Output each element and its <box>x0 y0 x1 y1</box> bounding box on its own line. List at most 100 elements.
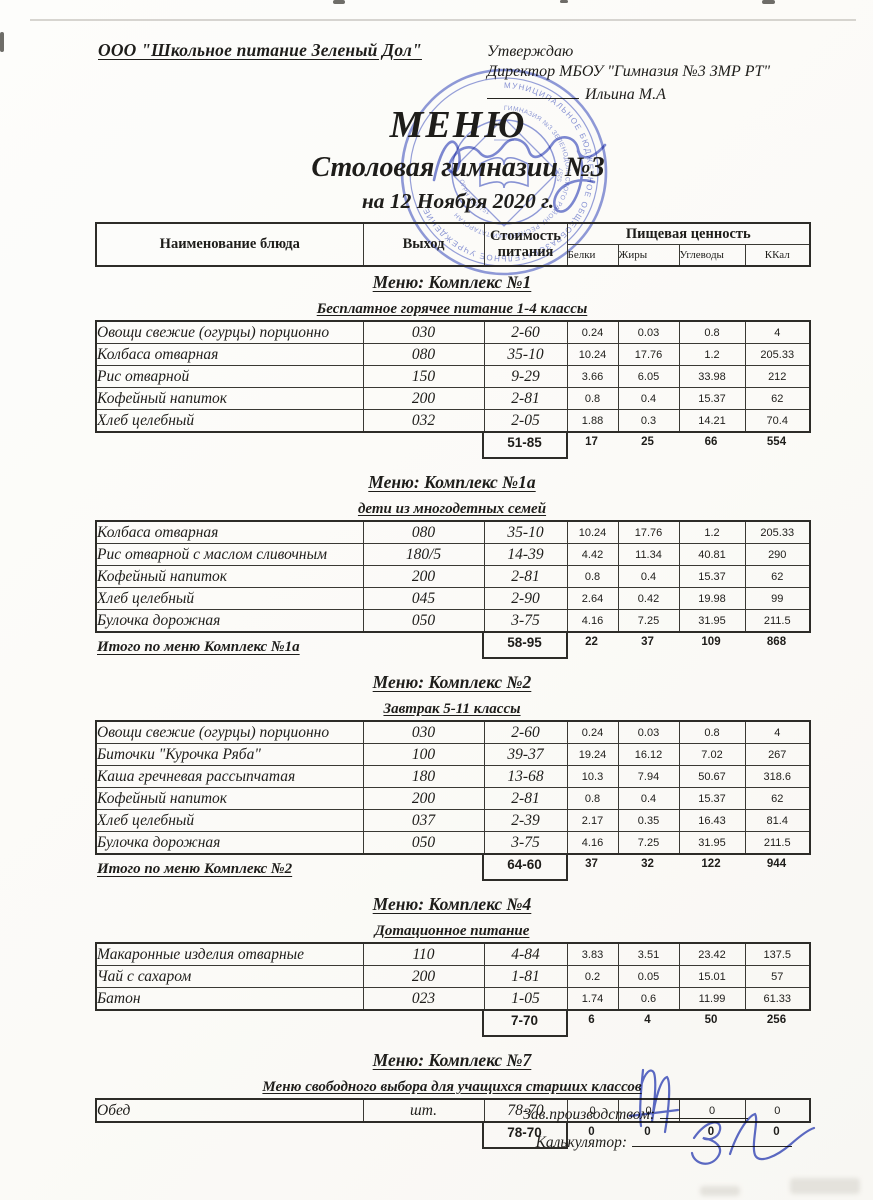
total-protein: 6 <box>588 1014 595 1026</box>
dish-name: Хлеб целебный <box>95 587 364 610</box>
carb-value: 40.81 <box>678 543 746 566</box>
section-total-row: 78-70 0 0 0 0 <box>95 1123 809 1150</box>
dish-name: Обед <box>95 1098 364 1123</box>
protein-value: 1.88 <box>566 409 619 433</box>
kcal-value: 205.33 <box>744 343 811 366</box>
dish-name: Хлеб целебный <box>95 409 364 433</box>
scan-edge-line <box>30 19 856 21</box>
section-subtitle: Дотационное питание <box>374 923 530 939</box>
dish-name: Колбаса отварная <box>95 343 364 366</box>
kcal-value: 62 <box>744 565 811 588</box>
cost-value: 9-29 <box>483 365 568 388</box>
total-fat: 0 <box>644 1126 651 1138</box>
total-carb: 50 <box>704 1014 718 1026</box>
total-carb: 109 <box>701 636 721 648</box>
fat-value: 0.4 <box>617 787 680 810</box>
total-cost-value: 78-70 <box>481 1123 568 1149</box>
menu-table: Колбаса отварная 080 35-10 10.24 17.76 1.2 205… <box>95 520 811 633</box>
carb-value: 31.95 <box>678 609 746 633</box>
company-name: ООО "Школьное питание Зеленый Дол" <box>98 40 422 60</box>
cost-header-line2: питания <box>497 243 554 260</box>
header-row-sub: Белки Жиры Углеводы ККал <box>96 244 811 267</box>
menu-table-row: Рис отварной 150 9-29 3.66 6.05 33.98 212 <box>95 365 811 388</box>
protein-value: 2.64 <box>566 587 619 610</box>
col-out-header: Выход <box>362 222 485 267</box>
fat-value: 0.35 <box>617 809 680 832</box>
fat-value: 0.3 <box>617 409 680 433</box>
menu-section-complex-1a: Меню: Комплекс №1а дети из многодетных с… <box>95 472 811 660</box>
protein-value: 2.17 <box>566 809 619 832</box>
portion-value: 200 <box>362 965 485 988</box>
total-carb: 66 <box>704 436 718 448</box>
cost-value: 13-68 <box>483 765 568 788</box>
cost-value: 39-37 <box>483 743 568 766</box>
scan-blot <box>762 0 775 4</box>
carb-value: 50.67 <box>678 765 746 788</box>
page-title: МЕНЮ <box>389 104 527 146</box>
carb-value: 23.42 <box>678 942 746 966</box>
total-protein: 0 <box>588 1126 595 1138</box>
menu-table-row: Хлеб целебный 032 2-05 1.88 0.3 14.21 70.4 <box>95 409 811 433</box>
kcal-value: 211.5 <box>744 609 811 633</box>
fat-value: 6.05 <box>617 365 680 388</box>
col-dish-header: Наименование блюда <box>95 222 364 267</box>
section-title: Меню: Комплекс №1а <box>368 472 536 492</box>
kcal-value: 62 <box>744 787 811 810</box>
dish-name: Каша гречневая рассыпчатая <box>95 765 364 788</box>
dish-name: Чай с сахаром <box>95 965 364 988</box>
fat-value: 0.42 <box>617 587 680 610</box>
dish-name: Макаронные изделия отварные <box>95 942 364 966</box>
total-kcal: 256 <box>766 1014 787 1026</box>
total-kcal: 0 <box>773 1126 780 1138</box>
protein-value: 19.24 <box>566 743 619 766</box>
total-cost-value: 51-85 <box>481 433 568 459</box>
total-fat: 37 <box>641 636 654 648</box>
director-line: Директор МБОУ "Гимназия №3 ЗМР РТ" <box>487 63 771 80</box>
cost-value: 2-60 <box>483 720 568 744</box>
portion-value: 050 <box>362 831 485 855</box>
protein-value: 10.24 <box>566 520 619 544</box>
section-total-label: Итого по меню Комплекс №1а <box>97 639 300 655</box>
total-protein: 37 <box>585 858 598 870</box>
menu-table-row: Макаронные изделия отварные 110 4-84 3.83 3.… <box>95 942 811 966</box>
portion-value: 200 <box>362 387 485 410</box>
menu-table-row: Каша гречневая рассыпчатая 180 13-68 10.3 7.… <box>95 765 811 788</box>
portion-value: 200 <box>362 787 485 810</box>
dish-name: Овощи свежие (огурцы) порционно <box>95 720 364 744</box>
total-cost-value: 7-70 <box>481 1011 568 1037</box>
dish-name: Кофейный напиток <box>95 387 364 410</box>
stamp-code-text: 5257 <box>556 167 565 182</box>
calculator-signature-line <box>632 1134 792 1147</box>
menu-content: Наименование блюда Выход Стоимость питан… <box>95 222 812 1150</box>
total-fat: 32 <box>641 858 654 870</box>
carb-value: 1.2 <box>678 520 746 544</box>
protein-value: 0.8 <box>566 787 619 810</box>
kcal-value: 70.4 <box>744 409 811 433</box>
portion-value: 032 <box>362 409 485 433</box>
menu-header-table: Наименование блюда Выход Стоимость питан… <box>95 222 812 267</box>
carb-value: 31.95 <box>678 831 746 855</box>
col-kcal-header: ККал <box>744 244 811 267</box>
header-row-top: Наименование блюда Выход Стоимость питан… <box>95 222 811 267</box>
cost-value: 2-81 <box>483 565 568 588</box>
dish-name: Булочка дорожная <box>95 609 364 633</box>
fat-value: 17.76 <box>617 520 680 544</box>
calculator-signature-row: Калькулятор: <box>470 1134 792 1152</box>
total-protein: 22 <box>585 636 598 648</box>
portion-value: 080 <box>362 520 485 544</box>
calculator-signature <box>690 1112 816 1165</box>
cost-value: 3-75 <box>483 831 568 855</box>
portion-value: 030 <box>362 720 485 744</box>
signature-line <box>487 85 579 99</box>
fat-value: 0.03 <box>617 320 680 344</box>
protein-value: 0 <box>566 1098 619 1123</box>
fat-value: 7.94 <box>617 765 680 788</box>
protein-value: 3.66 <box>566 365 619 388</box>
dish-name: Хлеб целебный <box>95 809 364 832</box>
manager-signature-line <box>660 1106 748 1119</box>
menu-table-row: Кофейный напиток 200 2-81 0.8 0.4 15.37 62 <box>95 387 811 410</box>
fat-value: 0.03 <box>617 720 680 744</box>
page-subtitle: Столовая гимназии №3 <box>311 152 605 183</box>
col-cost-header: Стоимость питания <box>483 222 568 267</box>
